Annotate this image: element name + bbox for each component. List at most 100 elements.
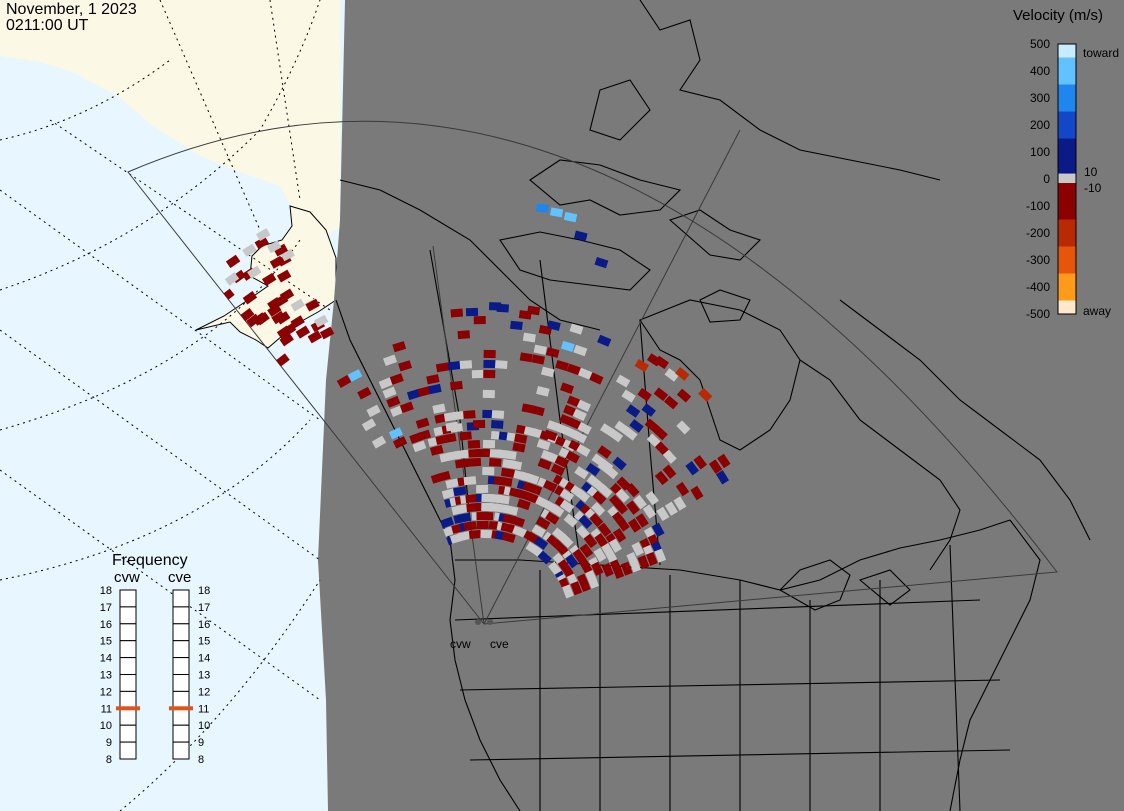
scatter-cell	[441, 488, 456, 500]
colorbar-segment	[1058, 138, 1076, 174]
scatter-cell	[644, 418, 659, 433]
scatter-cell	[717, 453, 731, 469]
frequency-scale-label: 17	[198, 602, 210, 614]
scatter-cell	[566, 395, 581, 408]
scatter-cell	[459, 431, 472, 441]
scatter-cell	[476, 520, 489, 530]
scatter-cell	[589, 372, 604, 385]
scatter-cell	[549, 503, 565, 518]
scatter-cell	[428, 383, 442, 395]
scatter-cell	[382, 386, 397, 399]
radar-site-cve	[487, 619, 493, 625]
scatter-cell	[456, 503, 470, 514]
scatter-cell	[616, 476, 631, 491]
scatter-cell	[591, 501, 606, 517]
frequency-bar-cell	[172, 690, 190, 709]
scatter-cell	[589, 512, 604, 528]
scatter-cell	[483, 349, 496, 359]
scatter-cell	[646, 433, 661, 448]
scatter-cell	[623, 427, 638, 441]
colorbar-tick-label: 100	[1030, 145, 1050, 159]
colorbar-segment	[1058, 57, 1076, 85]
scatter-cell	[577, 422, 592, 435]
scatter-cell	[336, 375, 352, 388]
colorbar-segment	[1058, 44, 1076, 58]
scatter-cell	[275, 353, 290, 368]
scatter-cell	[279, 288, 295, 302]
scatter-cell	[642, 504, 657, 519]
scatter-cell	[267, 297, 282, 311]
scatter-cell	[496, 494, 510, 505]
scatter-cell	[676, 420, 691, 435]
scatter-cell	[637, 387, 652, 402]
colorbar-tick-label: 500	[1030, 37, 1050, 51]
scatter-cell	[504, 504, 519, 516]
scatter-cell	[524, 491, 539, 504]
frequency-scale-label: 15	[100, 636, 112, 648]
scatter-cell	[366, 404, 381, 418]
scatter-cell	[415, 417, 430, 429]
colorbar-tick-label: 10	[1084, 165, 1098, 179]
scatter-cell	[468, 529, 482, 539]
scatter-cell	[531, 405, 545, 417]
scatter-cell	[537, 550, 552, 565]
scatter-cell	[560, 340, 575, 352]
frequency-scale-label: 11	[198, 703, 209, 715]
frequency-bar-cell	[172, 623, 190, 642]
frequency-bar-cell	[172, 674, 190, 692]
frequency-scale-label: 13	[198, 670, 210, 682]
scatter-cell	[503, 450, 517, 460]
scatter-cell	[708, 459, 723, 474]
scatter-cell	[578, 514, 593, 529]
scatter-cell	[664, 368, 679, 382]
scatter-cell	[593, 547, 607, 563]
scatter-cell	[445, 421, 459, 432]
scatter-cell	[525, 473, 540, 485]
colorbar-frame	[1057, 43, 1077, 315]
scatter-cell	[516, 498, 531, 511]
frequency-bar-cell	[119, 657, 137, 675]
scatter-cell	[615, 488, 630, 503]
scatter-cell	[535, 203, 549, 213]
scatter-cell	[635, 513, 649, 528]
scatter-cell	[627, 518, 642, 533]
frequency-bar-cell	[172, 589, 190, 608]
scatter-cell	[563, 513, 578, 528]
scatter-cell	[412, 440, 427, 453]
scatter-cell	[585, 462, 601, 477]
colorbar-away-label: away	[1083, 304, 1111, 318]
radar-site-cvw	[475, 619, 481, 625]
scatter-cell	[587, 574, 599, 589]
scatter-cell	[531, 354, 545, 365]
scatter-cell	[537, 458, 552, 471]
scatter-cell	[621, 389, 636, 403]
scatter-cell	[496, 303, 509, 313]
scatter-cell	[608, 428, 624, 443]
scatter-cell	[281, 323, 297, 337]
scatter-cell	[559, 499, 575, 514]
frequency-scale-label: 10	[198, 720, 210, 732]
scatter-cell	[612, 564, 625, 579]
scatter-cell	[417, 429, 432, 441]
scatter-cell	[440, 516, 455, 529]
frequency-scale-label: 16	[100, 619, 112, 631]
scatter-cell	[579, 543, 594, 558]
scatter-cell	[512, 442, 526, 453]
scatter-cell	[578, 367, 593, 380]
scatter-cell	[533, 536, 549, 550]
scatter-cell	[616, 517, 630, 532]
scatter-cell	[563, 211, 578, 223]
scatter-cell	[467, 439, 481, 449]
scatter-cell	[266, 240, 282, 254]
scatter-cell	[620, 561, 633, 576]
scatter-cell	[508, 459, 523, 471]
scatter-cell	[273, 243, 288, 257]
scatter-cell	[389, 373, 404, 385]
scatter-cell	[540, 366, 555, 378]
scatter-cell	[491, 410, 505, 419]
scatter-cell	[578, 577, 591, 592]
frequency-scale-label: 15	[198, 636, 210, 648]
frequency-bar-cell	[119, 606, 137, 625]
radar-label-cvw: cvw	[450, 637, 471, 651]
colorbar-tick-label: -100	[1026, 199, 1050, 213]
